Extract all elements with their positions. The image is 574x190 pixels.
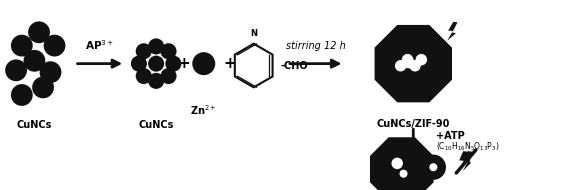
Text: Zn$^{2+}$: Zn$^{2+}$ [191, 103, 217, 117]
Ellipse shape [416, 54, 427, 65]
Ellipse shape [421, 155, 446, 180]
Polygon shape [463, 151, 472, 171]
Text: CuNCs/ZIF-90: CuNCs/ZIF-90 [377, 119, 450, 128]
Ellipse shape [403, 57, 414, 68]
Text: stirring 12 h: stirring 12 h [286, 41, 346, 51]
Ellipse shape [5, 59, 27, 81]
Ellipse shape [148, 73, 164, 89]
Text: +: + [177, 56, 190, 71]
Ellipse shape [409, 60, 421, 71]
Polygon shape [375, 25, 452, 102]
Text: -CHO: -CHO [280, 61, 308, 70]
Ellipse shape [391, 158, 403, 169]
Ellipse shape [395, 60, 406, 71]
Ellipse shape [402, 54, 413, 65]
Ellipse shape [429, 163, 437, 171]
Text: N: N [250, 29, 257, 38]
Text: +ATP: +ATP [436, 131, 465, 141]
Ellipse shape [400, 170, 408, 178]
Text: AP$^{3+}$: AP$^{3+}$ [86, 39, 114, 52]
Ellipse shape [44, 35, 65, 56]
Ellipse shape [161, 43, 177, 59]
Text: CuNCs: CuNCs [17, 120, 52, 130]
Ellipse shape [192, 52, 215, 75]
Polygon shape [458, 151, 468, 171]
Ellipse shape [135, 68, 152, 84]
Polygon shape [370, 137, 433, 190]
Ellipse shape [28, 21, 50, 43]
Ellipse shape [148, 38, 164, 55]
Polygon shape [447, 22, 457, 41]
Ellipse shape [135, 43, 152, 59]
Text: CuNCs: CuNCs [138, 120, 174, 130]
Ellipse shape [161, 68, 177, 84]
Ellipse shape [24, 50, 45, 72]
Ellipse shape [11, 84, 33, 106]
Ellipse shape [131, 56, 147, 72]
Ellipse shape [40, 61, 61, 83]
Text: +: + [223, 56, 236, 71]
Text: (C$_{10}$H$_{16}$N$_5$O$_{13}$P$_3$): (C$_{10}$H$_{16}$N$_5$O$_{13}$P$_3$) [436, 140, 500, 153]
Ellipse shape [11, 35, 33, 56]
Ellipse shape [32, 77, 54, 98]
Ellipse shape [165, 56, 181, 72]
Ellipse shape [148, 56, 164, 72]
